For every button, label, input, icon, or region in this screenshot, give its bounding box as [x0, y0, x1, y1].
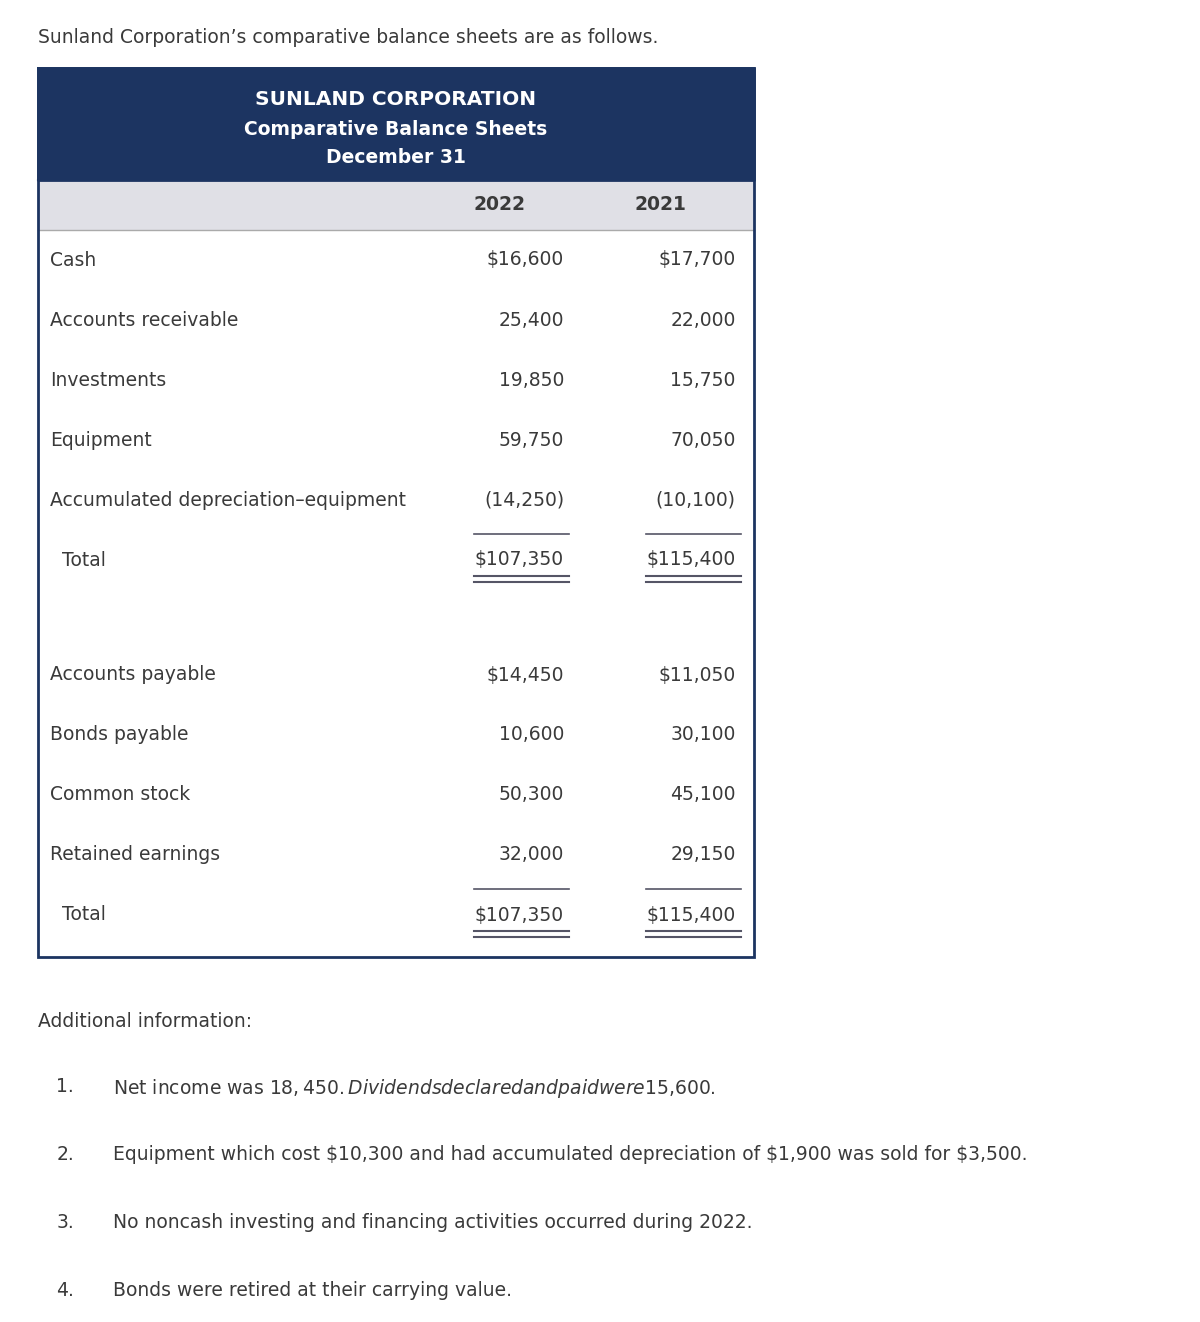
Text: 3.: 3. — [56, 1214, 74, 1232]
Text: 59,750: 59,750 — [499, 431, 564, 449]
Bar — [38, 67, 754, 180]
Text: Bonds were retired at their carrying value.: Bonds were retired at their carrying val… — [114, 1281, 512, 1300]
Text: 2.: 2. — [56, 1145, 74, 1163]
Text: Cash: Cash — [50, 250, 97, 270]
Text: 22,000: 22,000 — [671, 311, 736, 329]
Text: Comparative Balance Sheets: Comparative Balance Sheets — [245, 120, 547, 139]
Text: 70,050: 70,050 — [671, 431, 736, 449]
Text: No noncash investing and financing activities occurred during 2022.: No noncash investing and financing activ… — [114, 1214, 752, 1232]
Text: 10,600: 10,600 — [499, 726, 564, 744]
Text: 2021: 2021 — [635, 196, 686, 214]
Text: $17,700: $17,700 — [659, 250, 736, 270]
Text: (10,100): (10,100) — [655, 490, 736, 509]
Text: 45,100: 45,100 — [671, 785, 736, 805]
Text: (14,250): (14,250) — [484, 490, 564, 509]
Text: Bonds payable: Bonds payable — [50, 726, 188, 744]
Text: Total: Total — [50, 550, 107, 570]
Text: Sunland Corporation’s comparative balance sheets are as follows.: Sunland Corporation’s comparative balanc… — [38, 28, 659, 48]
Text: 1.: 1. — [56, 1077, 74, 1096]
Bar — [38, 180, 754, 230]
Text: $16,600: $16,600 — [487, 250, 564, 270]
Text: Retained earnings: Retained earnings — [50, 846, 221, 865]
Text: 29,150: 29,150 — [671, 846, 736, 865]
Text: Accumulated depreciation–equipment: Accumulated depreciation–equipment — [50, 490, 407, 509]
Text: Additional information:: Additional information: — [38, 1013, 252, 1031]
Text: 30,100: 30,100 — [671, 726, 736, 744]
Text: Investments: Investments — [50, 370, 167, 390]
Text: 19,850: 19,850 — [499, 370, 564, 390]
Text: 4.: 4. — [56, 1281, 74, 1300]
Text: Net income was $18,450. Dividends declared and paid were $15,600.: Net income was $18,450. Dividends declar… — [114, 1077, 716, 1100]
Text: Accounts payable: Accounts payable — [50, 665, 216, 685]
Bar — [38, 67, 754, 957]
Text: 32,000: 32,000 — [499, 846, 564, 865]
Text: Accounts receivable: Accounts receivable — [50, 311, 239, 329]
Text: SUNLAND CORPORATION: SUNLAND CORPORATION — [256, 90, 536, 108]
Text: $107,350: $107,350 — [475, 906, 564, 924]
Text: $11,050: $11,050 — [659, 665, 736, 685]
Text: $115,400: $115,400 — [647, 550, 736, 570]
Text: December 31: December 31 — [326, 148, 466, 167]
Text: $107,350: $107,350 — [475, 550, 564, 570]
Text: Equipment: Equipment — [50, 431, 152, 449]
Text: 50,300: 50,300 — [499, 785, 564, 805]
Text: $115,400: $115,400 — [647, 906, 736, 924]
Text: $14,450: $14,450 — [486, 665, 564, 685]
Text: 2022: 2022 — [474, 196, 526, 214]
Text: 15,750: 15,750 — [671, 370, 736, 390]
Text: Total: Total — [50, 906, 107, 924]
Text: 25,400: 25,400 — [498, 311, 564, 329]
Text: Equipment which cost $10,300 and had accumulated depreciation of $1,900 was sold: Equipment which cost $10,300 and had acc… — [114, 1145, 1028, 1163]
Text: Common stock: Common stock — [50, 785, 191, 805]
